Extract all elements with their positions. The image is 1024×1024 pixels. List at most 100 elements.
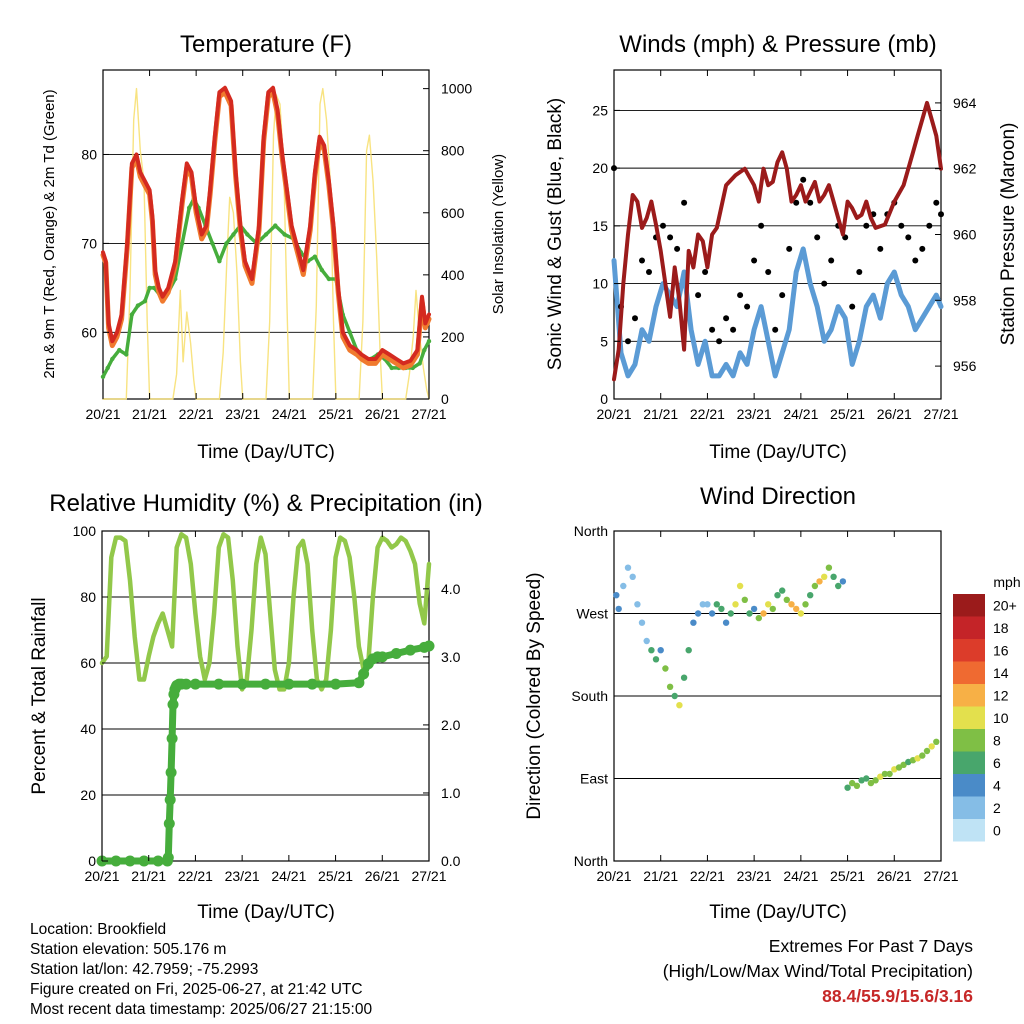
gust-point: [877, 245, 884, 252]
rainfall-point: [110, 855, 122, 867]
rainfall-line: [98, 642, 433, 865]
rainfall-point: [124, 855, 136, 867]
x-tick-label: 22/21: [178, 868, 213, 884]
gust-point: [938, 211, 944, 218]
direction-point: [690, 619, 697, 626]
direction-point: [867, 779, 875, 787]
y2-tick-label: 1.0: [441, 785, 461, 801]
rainfall-point: [213, 678, 225, 690]
temp-2m-line: [101, 85, 431, 366]
colorbar-label: 18: [993, 620, 1009, 636]
direction-point: [853, 782, 861, 789]
x-tick-label: 23/21: [225, 868, 260, 884]
colorbar-label: 16: [993, 642, 1009, 658]
colorbar-label: 8: [993, 732, 1001, 748]
direction-point: [704, 601, 711, 608]
x-tick-label: 21/21: [643, 868, 678, 884]
temperature-gridlines: [103, 154, 429, 333]
gust-point: [821, 280, 828, 287]
x-tick-label: 21/21: [132, 406, 167, 422]
gust-point: [674, 245, 681, 252]
direction-point: [825, 564, 833, 571]
direction-point: [638, 619, 646, 626]
rainfall-point: [330, 678, 342, 690]
direction-point: [620, 582, 627, 590]
colorbar-swatch: [953, 729, 985, 752]
direction-point: [863, 775, 870, 782]
x-tick-label: 21/21: [643, 406, 678, 422]
direction-point: [933, 738, 940, 745]
y-tick-label: 25: [592, 102, 608, 118]
dewpoint-point: [273, 223, 278, 228]
dewpoint-point: [110, 356, 115, 362]
extremes-values: 88.4/55.9/15.6/3.16: [822, 986, 973, 1006]
winds-series: [611, 100, 944, 382]
x-tick-label: 27/21: [923, 406, 958, 422]
winds-plot-frame: [613, 69, 942, 400]
direction-series: [613, 564, 940, 791]
gust-point: [667, 234, 674, 241]
extremes-subtitle: (High/Low/Max Wind/Total Precipitation): [662, 961, 973, 981]
y2-tick-label: 964: [953, 95, 977, 111]
direction-point: [881, 770, 889, 778]
x-tick-label: 24/21: [783, 406, 818, 422]
colorbar-label: 20+: [993, 597, 1017, 613]
dewpoint-point: [422, 347, 427, 353]
temperature-title: Temperature (F): [180, 31, 352, 58]
dewpoint-point: [319, 267, 325, 273]
winds-title: Winds (mph) & Pressure (mb): [619, 31, 936, 58]
y2-tick-label: 1000: [441, 81, 472, 97]
colorbar-swatch: [953, 751, 985, 774]
y-tick-label: 70: [81, 235, 97, 251]
rainfall-point: [138, 855, 150, 867]
gust-point: [639, 257, 645, 264]
colorbar-swatch: [953, 661, 985, 684]
gust-point: [856, 269, 863, 275]
direction-ylabel: Direction (Colored By Speed): [524, 572, 545, 819]
direction-point: [662, 665, 669, 672]
gust-point: [807, 199, 814, 206]
direction-point: [914, 755, 921, 762]
dewpoint-point: [147, 285, 152, 291]
gust-point: [632, 315, 638, 322]
direction-title: Wind Direction: [700, 483, 856, 510]
winds-panel: 0 5 10 15 20 25 956 958 960 962 964 20/21 21/21 22/21…: [545, 31, 1019, 463]
y-tick-label: West: [576, 606, 608, 622]
y2-tick-label: 3.0: [441, 649, 461, 665]
direction-point: [797, 610, 805, 617]
gust-point: [751, 257, 758, 264]
x-tick-label: 23/21: [225, 406, 260, 422]
direction-point: [741, 596, 748, 603]
dewpoint-point: [180, 241, 185, 246]
figure-created: Figure created on Fri, 2025-06-27, at 21…: [30, 981, 363, 998]
x-tick-label: 24/21: [271, 868, 306, 884]
colorbar-label: 10: [993, 710, 1009, 726]
dewpoint-point: [210, 241, 215, 246]
dewpoint-point: [100, 374, 106, 379]
x-tick-label: 20/21: [84, 868, 119, 884]
y2-tick-label: 4.0: [441, 581, 461, 597]
x-tick-label: 27/21: [923, 868, 958, 884]
x-tick-label: 26/21: [877, 868, 912, 884]
gust-point: [800, 176, 807, 183]
direction-point: [793, 605, 800, 613]
x-tick-label: 24/21: [783, 868, 818, 884]
y-tick-label: 80: [80, 589, 96, 605]
humidity-gridlines: [102, 596, 429, 796]
colorbar-swatch: [953, 616, 985, 639]
y-tick-label: 15: [592, 218, 608, 234]
y-tick-label: 60: [80, 655, 96, 671]
rainfall-point: [189, 678, 201, 690]
gust-point: [681, 199, 688, 206]
direction-point: [722, 619, 730, 626]
x-tick-label: 23/21: [737, 868, 772, 884]
rainfall-point: [152, 855, 164, 867]
colorbar-swatch: [953, 774, 985, 797]
direction-point: [755, 614, 762, 622]
sonic-wind-line: [611, 246, 944, 379]
dewpoint-point: [263, 232, 269, 237]
